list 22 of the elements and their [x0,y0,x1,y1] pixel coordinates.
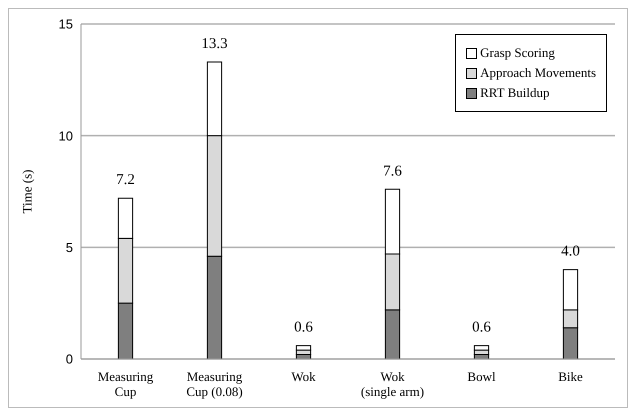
legend-label: Approach Movements [480,65,596,81]
total-label: 7.2 [116,172,135,188]
y-tick-label: 10 [58,128,73,144]
bar [474,345,490,351]
x-tick-label: Measuring Cup [98,369,154,399]
y-tick-label: 5 [66,240,73,255]
total-label: 4.0 [561,244,580,260]
x-tick-label: Wok [291,369,316,384]
x-tick-label: Measuring Cup (0.08) [186,369,243,399]
total-label: 13.3 [201,36,228,52]
bar [296,345,312,351]
legend-label: RRT Buildup [480,85,550,101]
y-tick-label: 15 [58,16,73,32]
x-tick-label: Bike [558,369,583,384]
y-axis-title: Time (s) [20,170,35,214]
total-label: 0.6 [294,320,314,336]
y-tick-label: 0 [66,352,73,367]
legend-label: Grasp Scoring [480,45,555,61]
x-tick-label: Bowl [467,369,496,384]
x-tick-label: Wok (single arm) [360,369,424,399]
total-label: 7.6 [383,163,402,180]
total-label: 0.6 [472,320,492,336]
